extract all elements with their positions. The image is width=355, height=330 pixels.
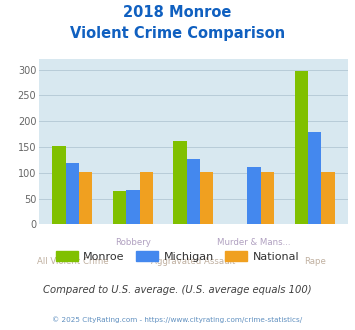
Text: Murder & Mans...: Murder & Mans... — [217, 238, 291, 247]
Bar — [308, 132, 321, 224]
Bar — [79, 172, 92, 224]
Text: All Violent Crime: All Violent Crime — [37, 257, 108, 266]
Text: Robbery: Robbery — [115, 238, 151, 247]
Bar — [113, 191, 126, 224]
Bar — [53, 146, 66, 224]
Bar — [295, 71, 308, 224]
Text: Violent Crime Comparison: Violent Crime Comparison — [70, 26, 285, 41]
Bar — [247, 167, 261, 224]
Bar — [200, 172, 213, 224]
Text: Rape: Rape — [304, 257, 326, 266]
Bar — [261, 172, 274, 224]
Text: Compared to U.S. average. (U.S. average equals 100): Compared to U.S. average. (U.S. average … — [43, 285, 312, 295]
Text: Aggravated Assault: Aggravated Assault — [151, 257, 236, 266]
Bar — [140, 172, 153, 224]
Bar — [187, 159, 200, 224]
Bar — [126, 190, 140, 224]
Bar — [321, 172, 334, 224]
Text: © 2025 CityRating.com - https://www.cityrating.com/crime-statistics/: © 2025 CityRating.com - https://www.city… — [53, 317, 302, 323]
Text: 2018 Monroe: 2018 Monroe — [123, 5, 232, 20]
Bar — [66, 162, 79, 224]
Legend: Monroe, Michigan, National: Monroe, Michigan, National — [51, 247, 304, 266]
Bar — [174, 141, 187, 224]
